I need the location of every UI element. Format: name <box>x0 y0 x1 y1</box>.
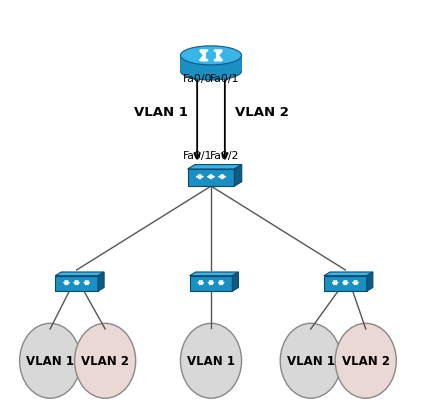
Text: VLAN 2: VLAN 2 <box>342 355 390 367</box>
Ellipse shape <box>75 324 135 398</box>
Polygon shape <box>189 272 238 276</box>
Polygon shape <box>367 272 373 292</box>
Text: VLAN 2: VLAN 2 <box>81 355 129 367</box>
Ellipse shape <box>181 63 241 81</box>
Text: VLAN 1: VLAN 1 <box>287 355 335 367</box>
Text: Fa0/0: Fa0/0 <box>182 74 212 83</box>
Text: VLAN 1: VLAN 1 <box>187 355 235 367</box>
Text: Fa0/2: Fa0/2 <box>210 151 240 160</box>
Ellipse shape <box>19 324 81 398</box>
FancyBboxPatch shape <box>324 276 367 292</box>
FancyBboxPatch shape <box>181 56 241 72</box>
Polygon shape <box>233 272 238 292</box>
Text: VLAN 1: VLAN 1 <box>134 106 187 119</box>
FancyBboxPatch shape <box>55 276 98 292</box>
Polygon shape <box>324 272 373 276</box>
Polygon shape <box>55 272 104 276</box>
Text: Fa0/1: Fa0/1 <box>210 74 240 83</box>
Polygon shape <box>234 165 242 187</box>
Text: VLAN 2: VLAN 2 <box>235 106 288 119</box>
Ellipse shape <box>181 47 241 66</box>
Ellipse shape <box>280 324 341 398</box>
Polygon shape <box>98 272 104 292</box>
FancyBboxPatch shape <box>188 170 234 187</box>
Ellipse shape <box>181 324 241 398</box>
Text: VLAN 1: VLAN 1 <box>26 355 74 367</box>
Text: Fa0/1: Fa0/1 <box>182 151 212 160</box>
Ellipse shape <box>335 324 396 398</box>
FancyBboxPatch shape <box>189 276 233 292</box>
Polygon shape <box>188 165 242 170</box>
